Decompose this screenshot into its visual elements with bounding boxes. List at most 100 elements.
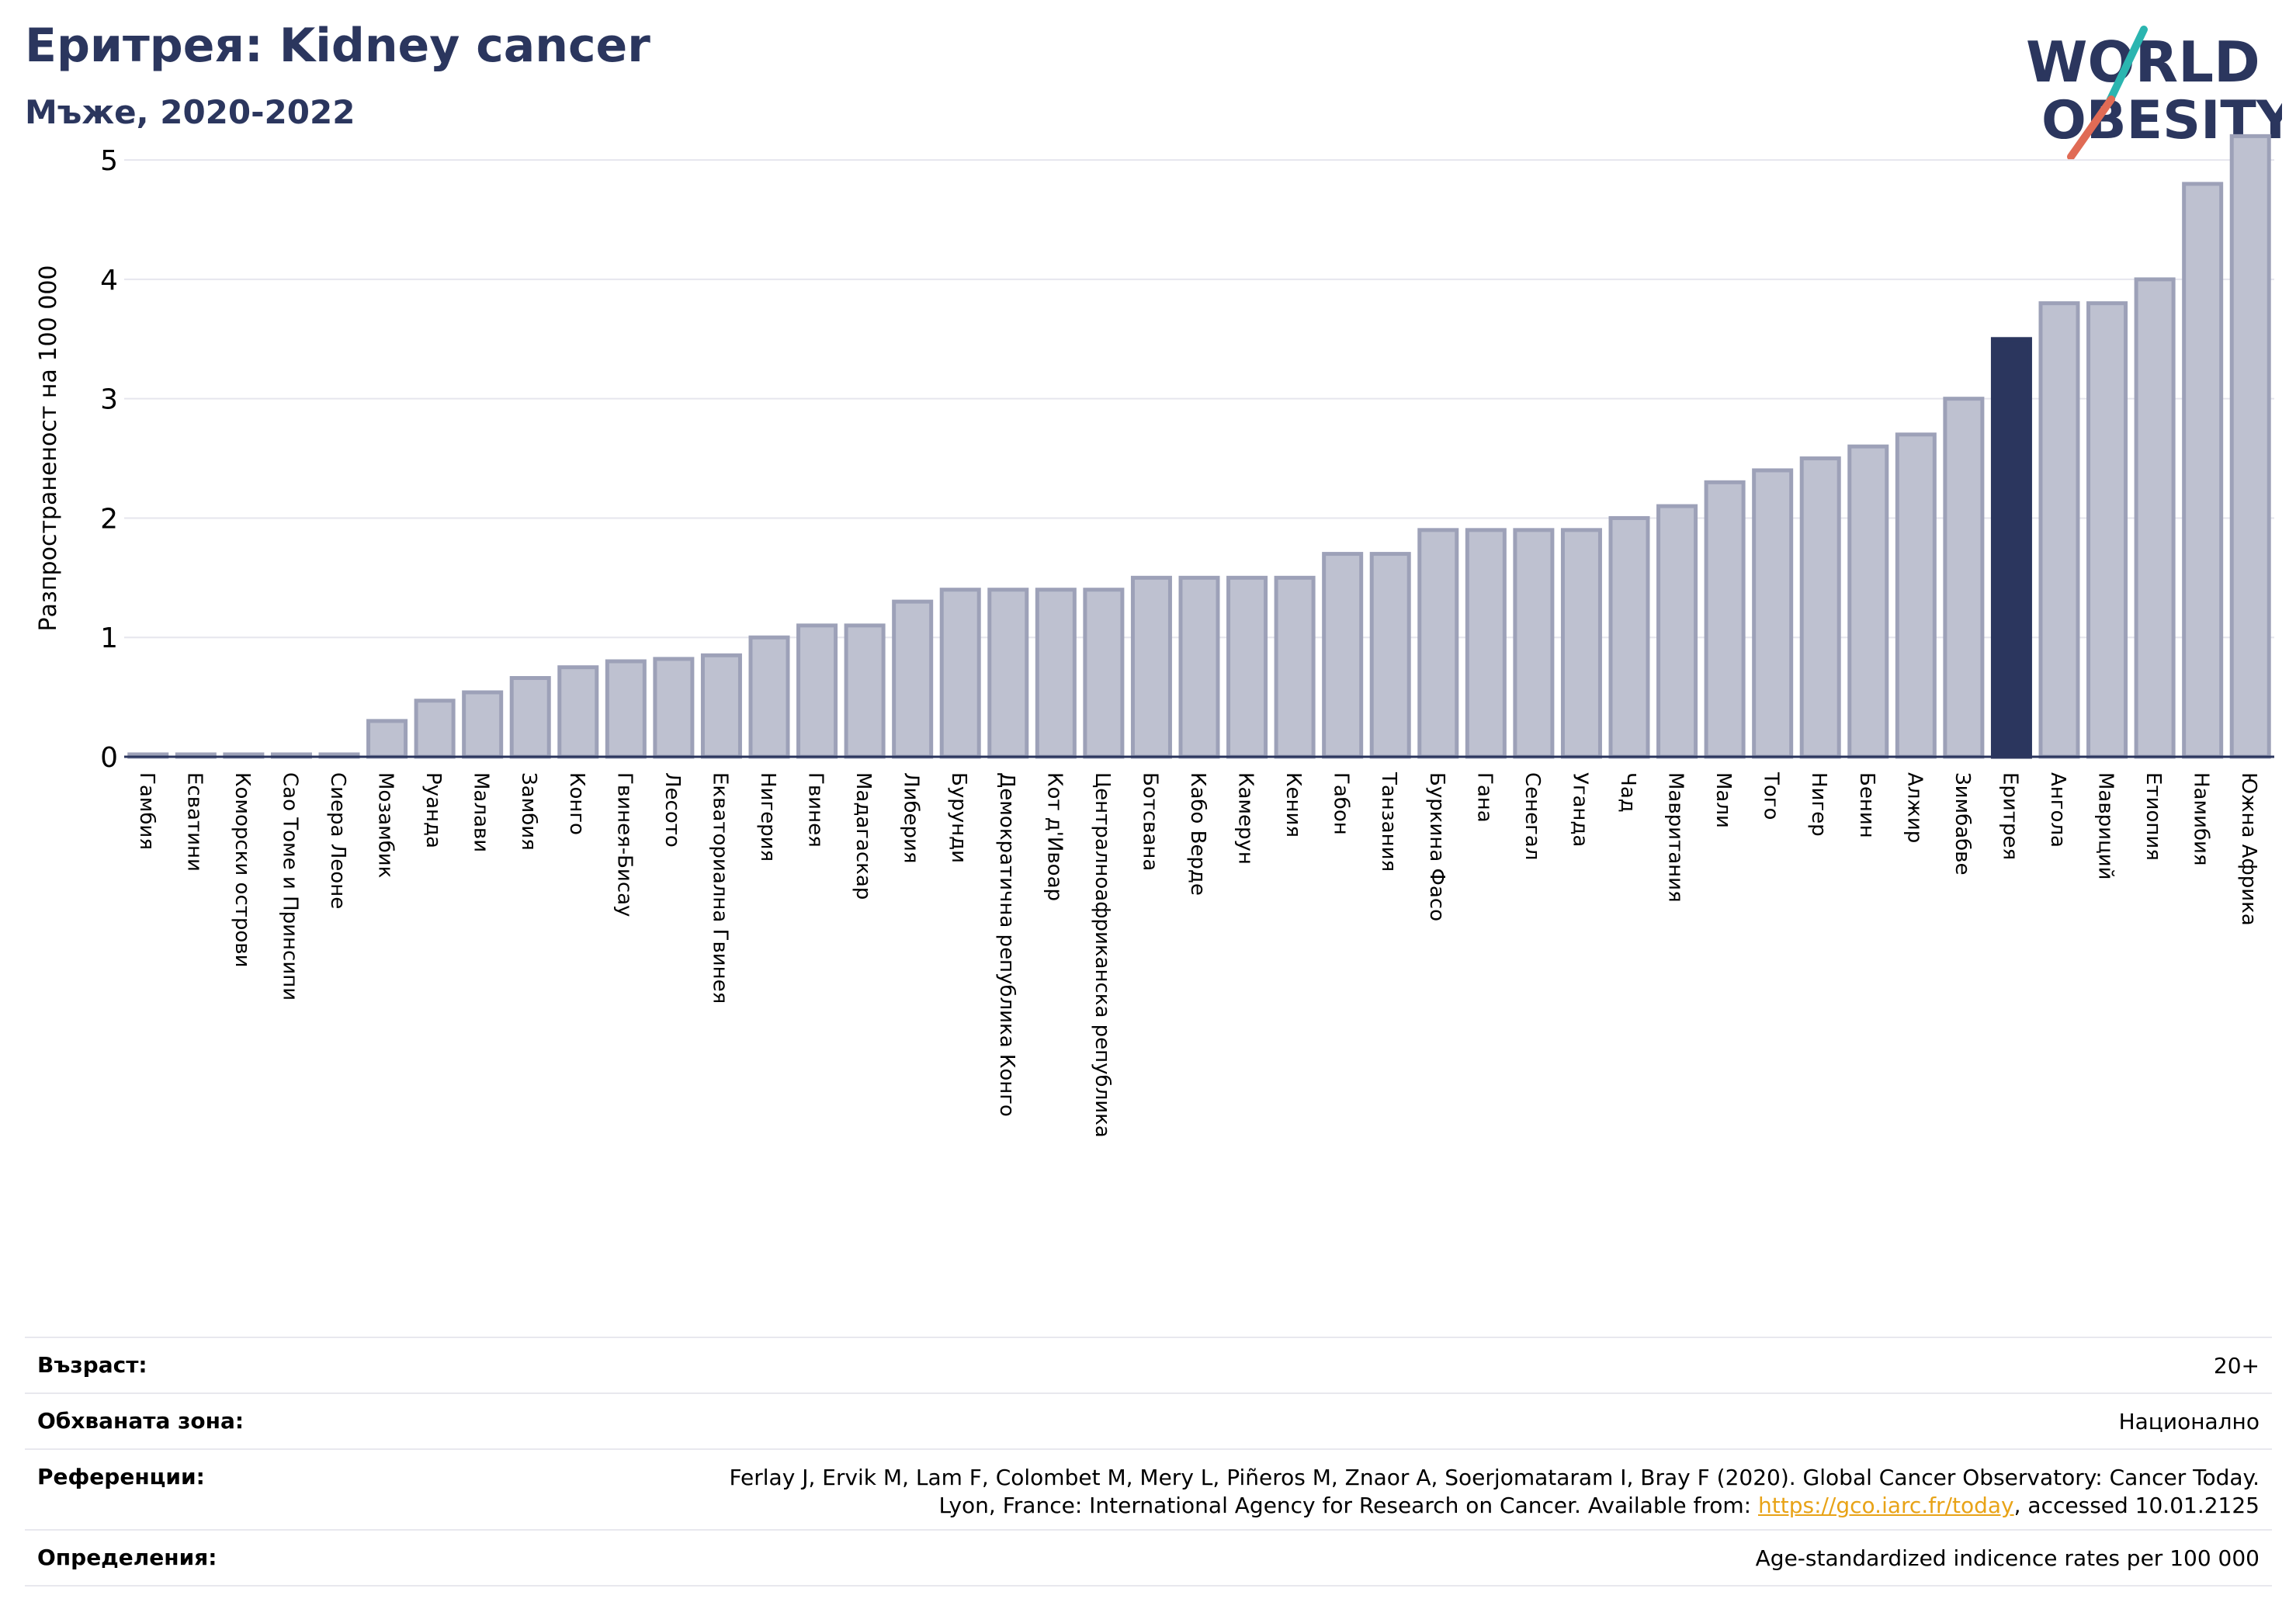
bar — [1226, 575, 1268, 759]
area-label: Обхваната зона: — [37, 1408, 245, 1434]
x-tick-label: Гамбия — [135, 772, 158, 850]
bar — [414, 699, 456, 759]
bar-highlighted — [1990, 337, 2032, 759]
x-tick-label: Лесото — [661, 772, 684, 848]
x-tick-label: Руанда — [421, 772, 445, 848]
x-tick-label: Малави — [470, 772, 493, 852]
age-value: 20+ — [2213, 1353, 2260, 1379]
logo-slash-red — [2067, 95, 2115, 161]
bar — [2134, 277, 2176, 759]
x-tick-label: Нигерия — [756, 772, 779, 862]
x-tick-label: Централноафриканска република — [1091, 772, 1114, 1138]
references-line2-suffix: , accessed 10.01.2125 — [2013, 1493, 2260, 1518]
bar — [892, 599, 934, 759]
info-row-definitions: Определения: Age-standardized indicence … — [25, 1531, 2272, 1587]
x-tick-label: Гана — [1472, 772, 1496, 823]
info-table: Възраст: 20+ Обхваната зона: Национално … — [25, 1337, 2272, 1587]
chart-title: Еритрея: Kidney cancer — [25, 19, 650, 73]
definitions-label: Определения: — [37, 1545, 217, 1570]
bar — [987, 588, 1029, 759]
bar — [509, 676, 551, 759]
bar — [366, 719, 408, 759]
x-tick-label: Екваториална Гвинея — [708, 772, 731, 1004]
x-tick-label: Габон — [1330, 772, 1353, 835]
y-tick-label: 1 — [100, 622, 118, 654]
bar — [1847, 444, 1889, 759]
bar — [1322, 552, 1364, 759]
bar — [1274, 575, 1316, 759]
y-axis-ticks: 0 1 2 3 4 5 — [100, 145, 118, 774]
bar — [1417, 528, 1459, 759]
references-label: Референции: — [37, 1464, 205, 1489]
y-axis-title: Разпространеност на 100 000 — [35, 265, 62, 632]
x-tick-label: Гвинея-Бисау — [612, 772, 636, 917]
x-tick-label: Гвинея — [804, 772, 827, 848]
area-value: Национално — [2118, 1409, 2260, 1434]
bar-chart: 0 1 2 3 4 5 Гамбия Есватини Коморски острови Сао… — [35, 134, 2274, 1138]
bar — [653, 657, 695, 759]
bar — [557, 665, 599, 759]
bar — [1895, 432, 1937, 759]
bar — [1369, 552, 1411, 759]
references-value: Ferlay J, Ervik M, Lam F, Colombet M, Me… — [729, 1464, 2260, 1520]
x-tick-label: Есватини — [182, 772, 206, 872]
bar — [796, 623, 838, 759]
x-tick-label: Того — [1760, 772, 1783, 820]
x-tick-label: Демократична република Конго — [995, 772, 1018, 1117]
x-axis-ticks: Гамбия Есватини Коморски острови Сао Томе и… — [135, 772, 2260, 1138]
y-tick-label: 5 — [100, 145, 118, 177]
chart-subtitle: Мъже, 2020-2022 — [25, 93, 355, 131]
x-tick-label: Алжир — [1902, 772, 1926, 843]
x-tick-label: Уганда — [1568, 772, 1591, 847]
references-link[interactable]: https://gco.iarc.fr/today — [1758, 1493, 2014, 1518]
bar — [2229, 134, 2271, 759]
x-tick-label: Мавритания — [1664, 772, 1687, 903]
bar — [462, 690, 504, 759]
bar — [1656, 504, 1698, 759]
x-tick-label: Ангола — [2046, 772, 2069, 848]
references-line2-prefix: Lyon, France: International Agency for R… — [938, 1493, 1758, 1518]
y-tick-label: 3 — [100, 384, 118, 416]
bar — [605, 659, 647, 759]
x-tick-label: Сиера Леоне — [326, 772, 349, 909]
bar — [2182, 182, 2224, 759]
world-obesity-logo: WORLD OBESITY — [2026, 26, 2282, 161]
y-tick-label: 2 — [100, 503, 118, 535]
x-tick-label: Буркина Фасо — [1425, 772, 1448, 921]
logo-slash-teal — [2106, 26, 2148, 105]
bars — [127, 134, 2271, 759]
bar — [1083, 588, 1125, 759]
bar — [748, 635, 790, 759]
bar — [1178, 575, 1220, 759]
x-tick-label: Мали — [1712, 772, 1735, 828]
x-tick-label: Зимбабве — [1951, 772, 1974, 876]
x-tick-label: Коморски острови — [231, 772, 254, 968]
bar — [2086, 301, 2128, 759]
x-tick-label: Нигер — [1807, 772, 1830, 837]
bar — [1465, 528, 1507, 759]
x-tick-label: Замбия — [517, 772, 540, 851]
info-row-references: Референции: Ferlay J, Ervik M, Lam F, Co… — [25, 1450, 2272, 1531]
bar — [1560, 528, 1602, 759]
x-tick-label: Етиопия — [2142, 772, 2165, 861]
bar — [1513, 528, 1555, 759]
bar — [1799, 456, 1841, 759]
x-tick-label: Сао Томе и Принсипи — [278, 772, 301, 1001]
x-tick-label: Кабо Верде — [1186, 772, 1209, 896]
y-tick-label: 0 — [100, 742, 118, 774]
bar — [844, 623, 886, 759]
x-tick-label: Сенегал — [1521, 772, 1544, 860]
bar — [1752, 468, 1794, 759]
x-tick-label: Еритрея — [1998, 772, 2021, 860]
x-tick-label: Мозамбик — [374, 772, 397, 878]
logo-text-world: WORLD — [2026, 29, 2260, 95]
x-tick-label: Ботсвана — [1138, 772, 1161, 871]
bar — [939, 588, 981, 759]
x-tick-label: Камерун — [1234, 772, 1257, 865]
bar — [1608, 515, 1650, 759]
definitions-value: Age-standardized indicence rates per 100… — [1755, 1545, 2260, 1571]
x-tick-label: Либерия — [900, 772, 923, 864]
y-tick-label: 4 — [100, 265, 118, 297]
x-tick-label: Кения — [1282, 772, 1305, 838]
references-line1: Ferlay J, Ervik M, Lam F, Colombet M, Me… — [729, 1465, 2260, 1490]
